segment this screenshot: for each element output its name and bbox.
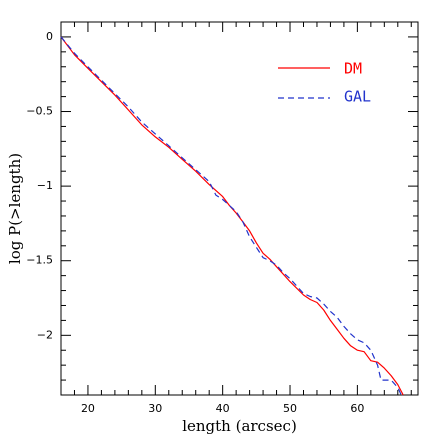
legend-label-dm: DM <box>344 60 362 78</box>
x-axis: 20 30 40 50 60 <box>60 22 412 415</box>
y-tick-label: −1 <box>37 179 53 192</box>
y-tick-label: 0 <box>46 30 53 43</box>
legend: DM GAL <box>278 60 371 106</box>
y-tick-label: −1.5 <box>26 254 53 267</box>
series-line-dm <box>60 36 404 396</box>
plot-frame <box>60 21 419 396</box>
x-tick-label: 60 <box>350 402 364 415</box>
legend-label-gal: GAL <box>344 88 371 106</box>
y-tick-label: −0.5 <box>26 105 53 118</box>
x-axis-title: length (arcsec) <box>182 417 297 435</box>
plot-area <box>60 36 404 396</box>
x-tick-label: 20 <box>81 402 95 415</box>
y-axis: 0 −0.5 −1 −1.5 −2 <box>26 30 418 396</box>
y-tick-label: −2 <box>37 328 53 341</box>
x-tick-label: 40 <box>216 402 230 415</box>
series-line-gal <box>60 36 402 396</box>
y-axis-title: log P(>length) <box>6 153 24 264</box>
x-tick-label: 50 <box>283 402 297 415</box>
x-tick-label: 30 <box>148 402 162 415</box>
